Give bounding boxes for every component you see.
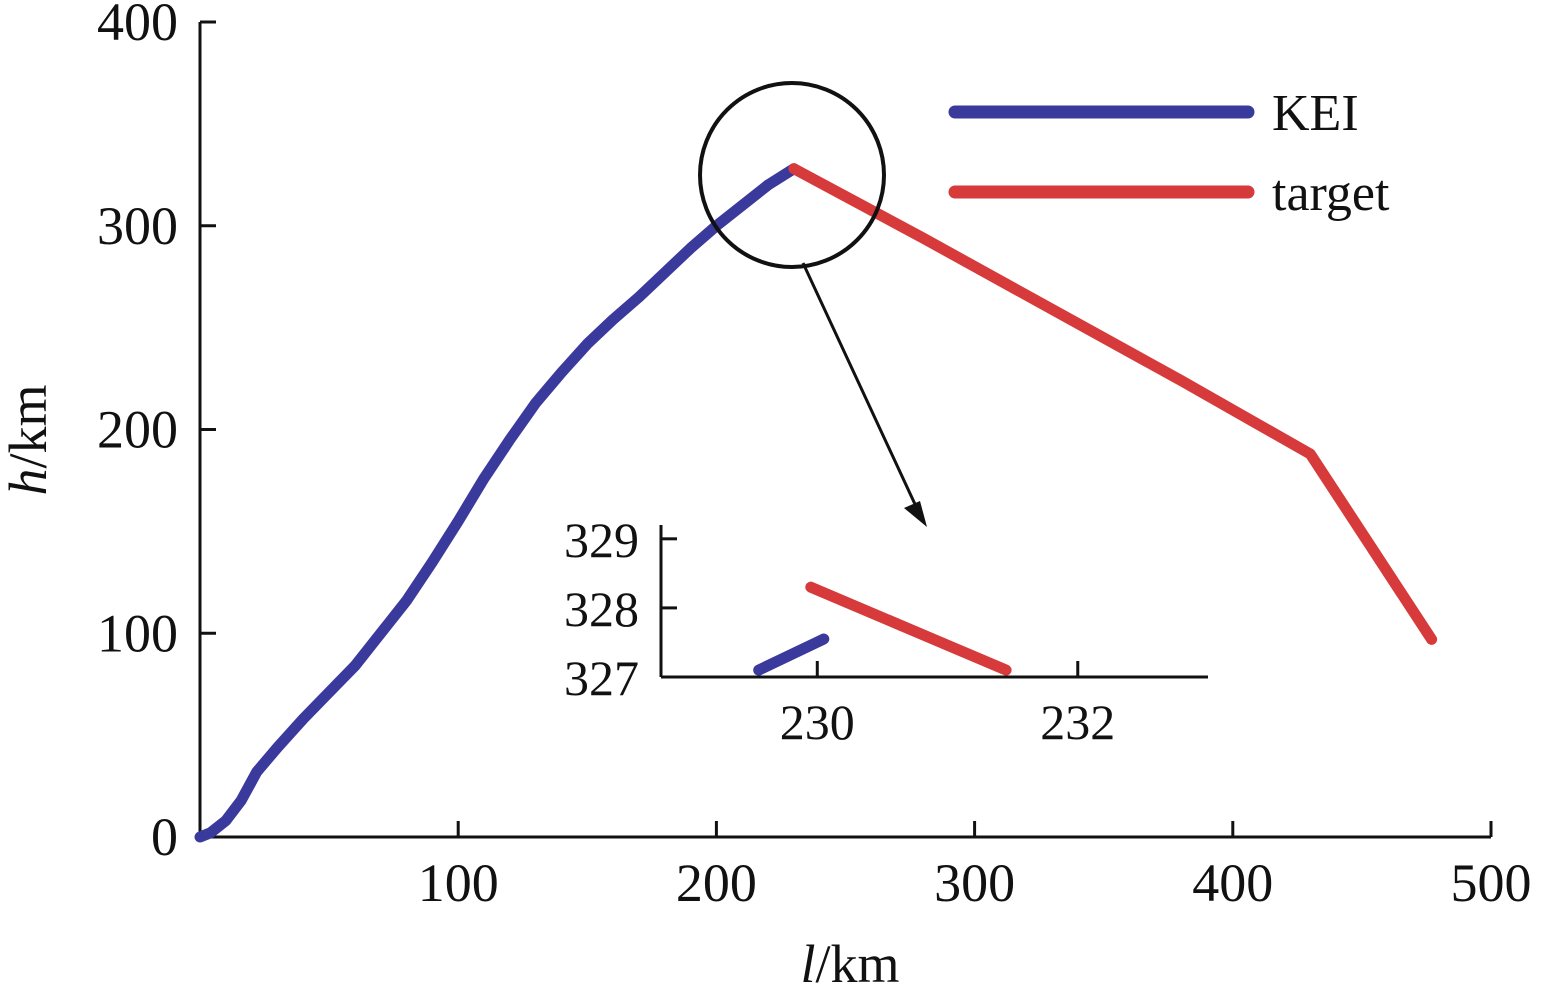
x-ticks: 100 200 300 400 500 bbox=[418, 821, 1532, 913]
legend-label-target: target bbox=[1272, 165, 1390, 222]
y-tick-label: 400 bbox=[97, 0, 178, 52]
x-tick-label: 100 bbox=[418, 853, 499, 913]
y-axis-title-var: h bbox=[0, 469, 58, 496]
inset-y-tick-label: 327 bbox=[564, 650, 639, 706]
y-axis-title: h/km bbox=[0, 384, 58, 495]
x-tick-label: 200 bbox=[676, 853, 757, 913]
y-tick-label: 200 bbox=[97, 400, 178, 460]
zoom-circle bbox=[698, 81, 886, 269]
inset-series-line-target bbox=[805, 581, 1012, 676]
y-ticks: 0 100 200 300 400 bbox=[97, 0, 216, 867]
y-axis-title-unit: /km bbox=[0, 384, 58, 468]
inset-series-line-kei bbox=[753, 633, 830, 676]
inset-x-tick-label: 230 bbox=[780, 694, 855, 750]
legend-label-kei: KEI bbox=[1272, 85, 1359, 142]
zoom-arrow-line bbox=[801, 262, 922, 516]
x-axis-title: l/km bbox=[800, 934, 899, 984]
series-line-kei bbox=[194, 163, 800, 843]
x-tick-label: 300 bbox=[934, 853, 1015, 913]
inset-series-group bbox=[753, 581, 1012, 676]
y-tick-label: 100 bbox=[97, 603, 178, 663]
inset-axes: 327 328 329 230 232 bbox=[564, 512, 1208, 750]
x-tick-label: 500 bbox=[1451, 853, 1532, 913]
x-axis-title-var: l bbox=[800, 934, 815, 984]
x-axis-title-unit: /km bbox=[816, 934, 900, 984]
inset-y-tick-label: 329 bbox=[564, 512, 639, 568]
main-series-group bbox=[194, 163, 1438, 843]
main-axes: 0 100 200 300 400 100 200 300 400 500 bbox=[97, 0, 1532, 913]
x-tick-label: 400 bbox=[1192, 853, 1273, 913]
inset-y-ticks: 327 328 329 bbox=[564, 512, 677, 706]
series-line-target bbox=[788, 163, 1438, 645]
inset-x-tick-label: 232 bbox=[1040, 694, 1115, 750]
y-tick-label: 0 bbox=[151, 807, 178, 867]
legend: KEI target bbox=[948, 85, 1390, 222]
inset-x-ticks: 230 232 bbox=[780, 661, 1115, 750]
zoom-arrow-head bbox=[904, 501, 927, 527]
inset-y-tick-label: 328 bbox=[564, 581, 639, 637]
y-tick-label: 300 bbox=[97, 196, 178, 256]
